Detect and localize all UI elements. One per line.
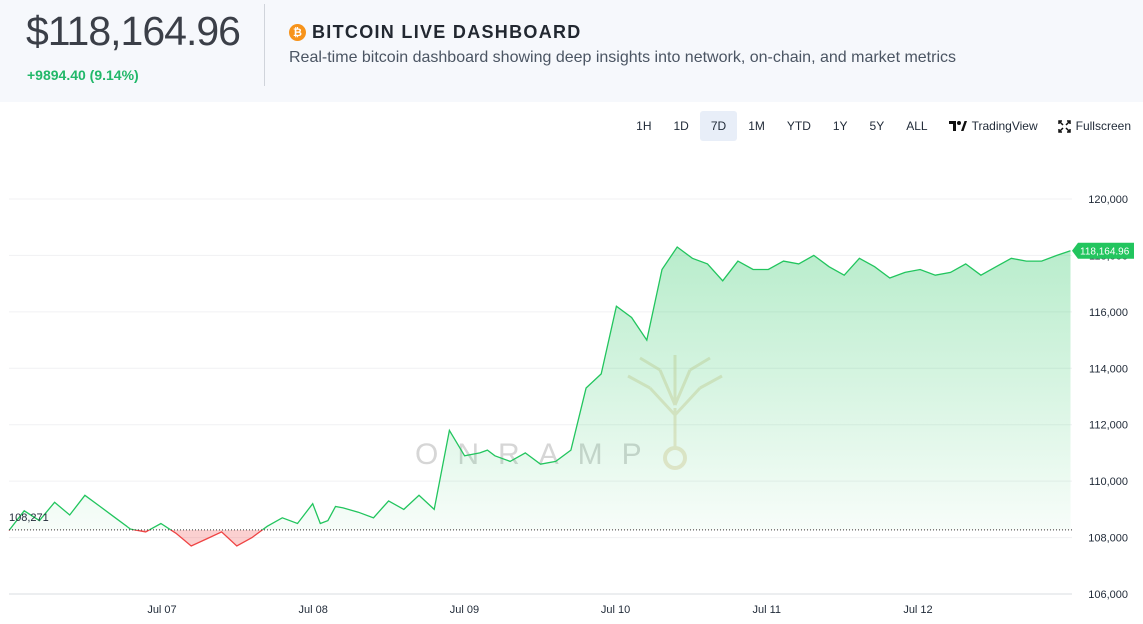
price-line-up <box>8 246 1071 530</box>
area-fill-up <box>9 247 1071 530</box>
x-tick-label: Jul 11 <box>753 604 782 616</box>
dashboard-subtitle: Real-time bitcoin dashboard showing deep… <box>289 49 957 66</box>
last-price-label: 118,164.96 <box>1080 246 1130 257</box>
bitcoin-icon: ₿ <box>289 24 306 41</box>
x-tick-label: Jul 07 <box>147 604 176 616</box>
timeframe-1m[interactable]: 1M <box>748 119 765 133</box>
y-tick-label: 108,000 <box>1088 533 1128 545</box>
timeframe-1d[interactable]: 1D <box>673 119 689 133</box>
header-divider <box>264 4 265 86</box>
price-chart[interactable]: ONRAMP 108,271 120,000118,000116,000114,… <box>0 150 1143 624</box>
y-tick-label: 120,000 <box>1088 194 1128 206</box>
timeframe-group: 1H 1D 7D 1M YTD 1Y 5Y ALL <box>625 111 938 141</box>
dashboard-title: BITCOIN LIVE DASHBOARD <box>312 22 582 42</box>
last-price-marker: 118,164.96 <box>1072 242 1134 259</box>
baseline-label: 108,271 <box>9 512 49 524</box>
timeframe-7d[interactable]: 7D <box>699 111 738 141</box>
tradingview-label: TradingView <box>971 119 1038 133</box>
y-tick-label: 110,000 <box>1089 476 1128 488</box>
price-header: $118,164.96 +9894.40 (9.14%) ₿ BITCOIN L… <box>0 0 1143 102</box>
y-tick-label: 112,000 <box>1089 420 1128 432</box>
tradingview-button[interactable]: TradingView <box>948 111 1038 141</box>
fullscreen-button[interactable]: Fullscreen <box>1057 111 1131 141</box>
y-tick-label: 114,000 <box>1089 363 1128 375</box>
x-tick-label: Jul 12 <box>903 604 932 616</box>
tradingview-icon <box>948 121 967 131</box>
y-tick-label: 116,000 <box>1089 307 1128 319</box>
chart-toolbar: 1H 1D 7D 1M YTD 1Y 5Y ALL TradingView Fullscree… <box>625 111 1131 141</box>
y-tick-label: 106,000 <box>1088 589 1128 601</box>
price-line-down <box>8 529 264 547</box>
current-price: $118,164.96 <box>26 8 241 54</box>
timeframe-all[interactable]: ALL <box>906 119 928 133</box>
timeframe-ytd[interactable]: YTD <box>786 119 811 133</box>
price-change: +9894.40 (9.14%) <box>27 67 139 83</box>
fullscreen-icon <box>1057 119 1071 133</box>
x-tick-label: Jul 09 <box>450 604 479 616</box>
timeframe-5y[interactable]: 5Y <box>869 119 885 133</box>
dashboard-title-row: ₿ BITCOIN LIVE DASHBOARD <box>289 22 582 43</box>
x-tick-label: Jul 08 <box>299 604 328 616</box>
fullscreen-label: Fullscreen <box>1075 119 1131 133</box>
timeframe-1h[interactable]: 1H <box>636 119 652 133</box>
x-tick-label: Jul 10 <box>601 604 630 616</box>
timeframe-1y[interactable]: 1Y <box>832 119 848 133</box>
